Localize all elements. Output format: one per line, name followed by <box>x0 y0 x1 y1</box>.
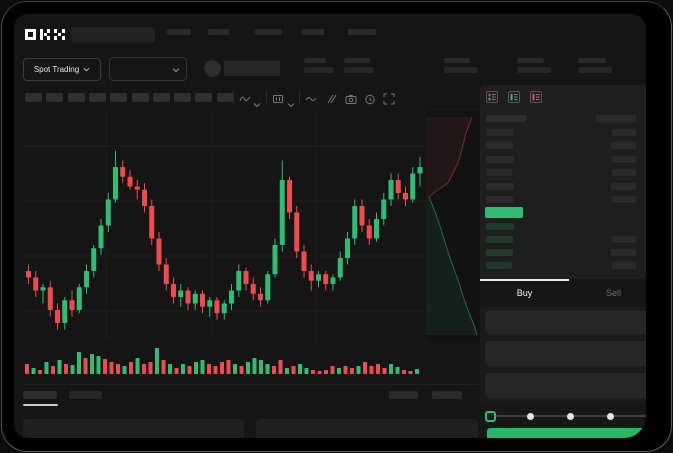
header-search-placeholder[interactable] <box>71 27 155 42</box>
stat-value-placeholder <box>444 67 478 73</box>
ask-row-amount-placeholder[interactable] <box>612 196 636 203</box>
book-header-amount-placeholder[interactable] <box>596 115 636 122</box>
timeframe-button[interactable] <box>216 93 234 102</box>
ask-row-price-placeholder[interactable] <box>486 169 512 177</box>
buy-submit-button[interactable] <box>487 428 646 438</box>
snapshot-icon[interactable] <box>345 92 357 104</box>
timeframe-button[interactable] <box>88 93 106 102</box>
tab-sell[interactable]: Sell <box>569 279 646 307</box>
orders-action-placeholder[interactable] <box>432 391 462 399</box>
order-book <box>480 85 646 279</box>
tab-buy-label: Buy <box>516 288 533 298</box>
stat-label-placeholder <box>344 58 370 63</box>
indicators-icon[interactable] <box>239 92 251 104</box>
timeframe-button[interactable] <box>174 93 192 102</box>
app-screen: Spot Trading <box>14 14 646 438</box>
bid-row-amount-placeholder[interactable] <box>612 236 636 243</box>
fullscreen-icon[interactable] <box>383 92 395 105</box>
stat-value-placeholder <box>517 67 551 73</box>
stat-label-placeholder <box>578 58 606 63</box>
last-price-placeholder <box>224 61 280 76</box>
ask-row-price-placeholder[interactable] <box>486 155 514 163</box>
ask-row-amount-placeholder[interactable] <box>611 182 636 190</box>
ask-row-amount-placeholder[interactable] <box>612 129 636 136</box>
nav-item-placeholder[interactable] <box>208 29 229 35</box>
order-panel: Buy Sell <box>480 85 646 438</box>
nav-item-placeholder[interactable] <box>167 29 191 35</box>
bid-row-amount-placeholder[interactable] <box>611 249 636 256</box>
stat-value-placeholder <box>344 67 374 73</box>
compare-icon[interactable] <box>325 92 337 104</box>
volume-bars <box>23 341 426 375</box>
chevron-down-icon <box>83 67 90 72</box>
slider-stop[interactable] <box>607 413 614 420</box>
book-bids-icon[interactable] <box>508 90 520 103</box>
section-divider <box>23 384 478 385</box>
stat-label-placeholder <box>517 58 544 63</box>
book-asks-icon[interactable] <box>530 90 542 103</box>
book-header-price-placeholder[interactable] <box>486 115 526 122</box>
bid-row-amount-placeholder[interactable] <box>612 262 636 269</box>
chevron-down-icon[interactable] <box>287 95 299 108</box>
ask-row-amount-placeholder[interactable] <box>611 142 636 150</box>
timeframe-button[interactable] <box>110 93 128 102</box>
timeframe-button[interactable] <box>152 93 170 102</box>
bid-row-price-placeholder[interactable] <box>486 223 514 230</box>
stat-label-placeholder <box>444 58 470 63</box>
ask-row-amount-placeholder[interactable] <box>612 169 636 177</box>
chevron-down-icon[interactable] <box>253 95 265 108</box>
coin-icon <box>204 60 221 77</box>
bid-row-price-placeholder[interactable] <box>486 249 513 256</box>
timeframe-button[interactable] <box>46 93 64 102</box>
toolbar-divider <box>299 91 300 104</box>
nav-item-placeholder[interactable] <box>255 29 282 35</box>
order-input-3[interactable] <box>485 373 646 398</box>
pair-selector-dropdown[interactable] <box>109 57 187 81</box>
ask-row-amount-placeholder[interactable] <box>612 155 636 163</box>
toolbar-divider <box>266 91 267 104</box>
orders-tab[interactable] <box>69 391 102 399</box>
nav-item-placeholder[interactable] <box>301 29 324 35</box>
order-input-2[interactable] <box>485 341 646 366</box>
toolbar-divider <box>233 91 234 104</box>
depth-chart <box>426 111 481 341</box>
slider-stop[interactable] <box>527 413 534 420</box>
stat-value-placeholder <box>578 67 612 73</box>
last-price-bar[interactable] <box>485 207 523 218</box>
ask-row-price-placeholder[interactable] <box>486 129 514 136</box>
bid-row-price-placeholder[interactable] <box>486 262 512 269</box>
nav-item-placeholder[interactable] <box>348 29 376 35</box>
ask-row-price-placeholder[interactable] <box>486 182 514 190</box>
line-tool-icon[interactable] <box>305 92 317 104</box>
timeframe-button[interactable] <box>67 93 85 102</box>
timeframe-button[interactable] <box>25 93 42 102</box>
ask-row-price-placeholder[interactable] <box>486 196 513 203</box>
ask-row-price-placeholder[interactable] <box>486 142 513 150</box>
orders-tab-active[interactable] <box>23 391 57 399</box>
bid-row-price-placeholder[interactable] <box>486 236 513 243</box>
timeframe-button[interactable] <box>195 93 213 102</box>
orders-panel-1 <box>23 419 244 438</box>
order-input-1[interactable] <box>485 311 646 334</box>
okx-logo-icon <box>23 28 69 41</box>
stat-label-placeholder <box>304 58 326 63</box>
orders-panel-2 <box>256 419 478 438</box>
chevron-down-icon <box>172 68 180 73</box>
tab-buy[interactable]: Buy <box>480 279 569 307</box>
orders-action-placeholder[interactable] <box>389 391 418 399</box>
candlestick-chart[interactable] <box>23 111 426 341</box>
slider-stop[interactable] <box>567 413 574 420</box>
market-type-label: Spot Trading <box>33 65 80 74</box>
slider-handle[interactable] <box>485 411 496 422</box>
chart-type-icon[interactable] <box>272 92 284 104</box>
alert-icon[interactable] <box>364 92 376 105</box>
tab-sell-label: Sell <box>605 288 621 298</box>
market-type-dropdown[interactable]: Spot Trading <box>23 58 101 81</box>
timeframe-button[interactable] <box>131 93 149 102</box>
book-combined-icon[interactable] <box>486 90 498 103</box>
trade-tabs: Buy Sell <box>480 279 646 307</box>
stat-value-placeholder <box>304 67 334 73</box>
active-tab-underline <box>23 404 58 406</box>
